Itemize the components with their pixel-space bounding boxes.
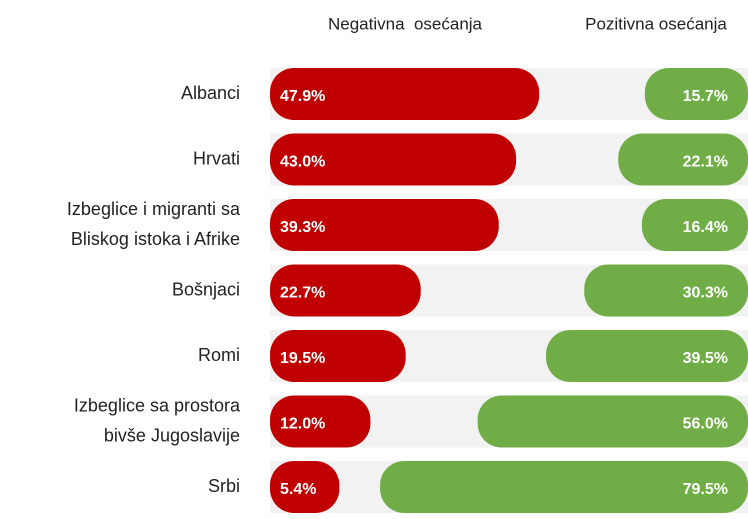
positive-value-label: 22.1% xyxy=(683,154,728,171)
negative-bar xyxy=(270,264,421,317)
positive-bar xyxy=(584,264,748,317)
negative-bar xyxy=(270,395,371,448)
negative-bar xyxy=(270,68,540,120)
positive-header: Pozitivna osećanja xyxy=(585,14,727,33)
positive-value-label: 79.5% xyxy=(683,481,728,498)
negative-value-label: 22.7% xyxy=(280,285,325,302)
positive-value-label: 16.4% xyxy=(683,219,728,236)
negative-value-label: 39.3% xyxy=(280,219,325,236)
category-label: Izbeglice i migranti sa xyxy=(67,199,241,219)
positive-bar xyxy=(641,199,748,251)
category-label: Romi xyxy=(198,345,240,365)
category-label: Bošnjaci xyxy=(172,279,240,299)
category-label: Srbi xyxy=(208,476,240,496)
negative-bar xyxy=(270,461,340,513)
category-label: Izbeglice sa prostora xyxy=(74,395,241,415)
positive-bar xyxy=(618,133,748,186)
category-label: bivše Jugoslavije xyxy=(104,425,240,445)
category-label: Hrvati xyxy=(193,148,240,168)
positive-bar xyxy=(644,68,748,120)
positive-bar xyxy=(546,330,748,382)
negative-header: Negativna osećanja xyxy=(328,14,483,33)
category-label: Albanci xyxy=(181,83,240,103)
negative-value-label: 43.0% xyxy=(280,154,325,171)
positive-value-label: 39.5% xyxy=(683,350,728,367)
negative-value-label: 5.4% xyxy=(280,481,316,498)
negative-bar xyxy=(270,133,517,186)
positive-bar xyxy=(380,461,748,513)
positive-value-label: 30.3% xyxy=(683,285,728,302)
positive-value-label: 15.7% xyxy=(683,88,728,105)
negative-value-label: 19.5% xyxy=(280,350,325,367)
negative-bar xyxy=(270,199,499,251)
negative-value-label: 12.0% xyxy=(280,416,325,433)
category-label: Bliskog istoka i Afrike xyxy=(71,229,240,249)
positive-bar xyxy=(477,395,748,448)
negative-value-label: 47.9% xyxy=(280,88,325,105)
positive-value-label: 56.0% xyxy=(683,416,728,433)
negative-bar xyxy=(270,330,406,382)
